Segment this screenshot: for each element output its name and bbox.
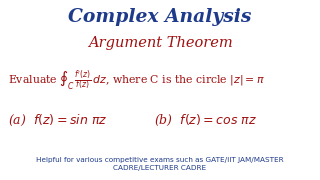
Text: Argument Theorem: Argument Theorem: [88, 36, 232, 50]
Text: Helpful for various competitive exams such as GATE/IIT JAM/MASTER
CADRE/LECTURER: Helpful for various competitive exams su…: [36, 157, 284, 171]
Text: (a)  $f(z) = sin\ \pi z$: (a) $f(z) = sin\ \pi z$: [8, 113, 108, 129]
Text: (b)  $f(z) = cos\ \pi z$: (b) $f(z) = cos\ \pi z$: [154, 113, 257, 129]
Text: Evaluate $\oint_C \, \frac{f^{\prime}(z)}{f(z)}\,dz$, where C is the circle $|z|: Evaluate $\oint_C \, \frac{f^{\prime}(z)…: [8, 68, 265, 93]
Text: Complex Analysis: Complex Analysis: [68, 8, 252, 26]
